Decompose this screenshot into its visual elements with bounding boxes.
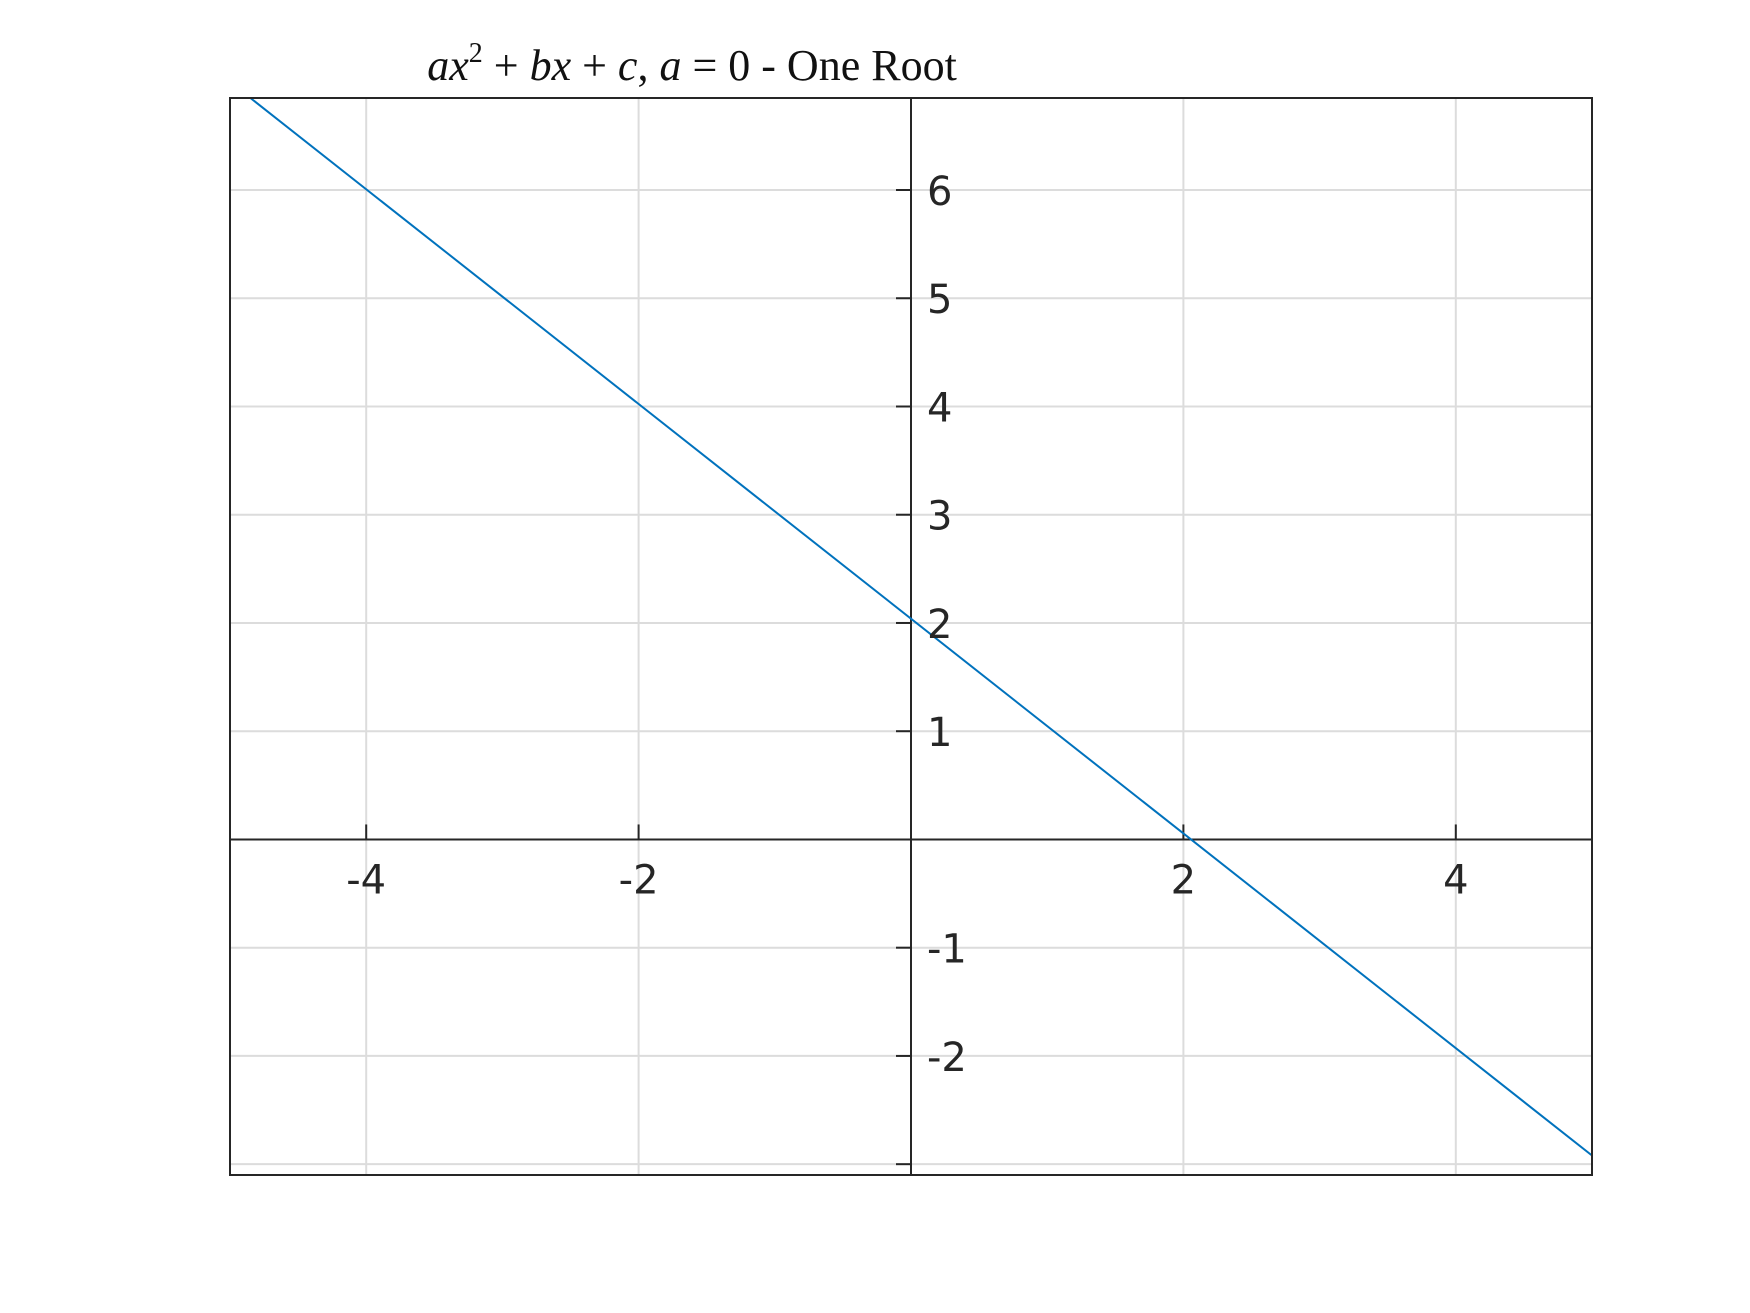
y-tick-label: 5 (927, 277, 952, 323)
title-part-1: ax (427, 41, 469, 90)
chart-title: ax2 + bx + c, a = 0 - One Root (427, 38, 957, 90)
title-part-4: + (571, 41, 618, 90)
title-part-5: c (618, 41, 638, 90)
tick-labels: -4 -2 2 4 -2 -1 1 2 3 4 5 6 (346, 169, 1468, 1081)
title-part-6: , (637, 41, 659, 90)
x-tick-label: -2 (619, 857, 659, 903)
title-part-2: + (483, 41, 530, 90)
y-tick-label: 1 (927, 710, 952, 756)
x-tick-label: 4 (1443, 857, 1468, 903)
series-layer (249, 97, 1593, 1157)
y-tick-label: 2 (927, 602, 952, 648)
series-line (249, 97, 1593, 1157)
title-part-8: = 0 - One Root (681, 41, 956, 90)
y-tick-label: -2 (927, 1035, 967, 1081)
title-part-7: a (659, 41, 681, 90)
title-superscript: 2 (469, 38, 483, 69)
x-tick-label: -4 (346, 857, 386, 903)
y-tick-label: -1 (927, 927, 967, 973)
y-tick-label: 4 (927, 385, 952, 431)
x-tick-label: 2 (1171, 857, 1196, 903)
y-tick-label: 3 (927, 494, 952, 540)
title-part-3: bx (530, 41, 572, 90)
y-tick-label: 6 (927, 169, 952, 215)
axes (230, 98, 1592, 1175)
plot-frame (229, 97, 1593, 1176)
